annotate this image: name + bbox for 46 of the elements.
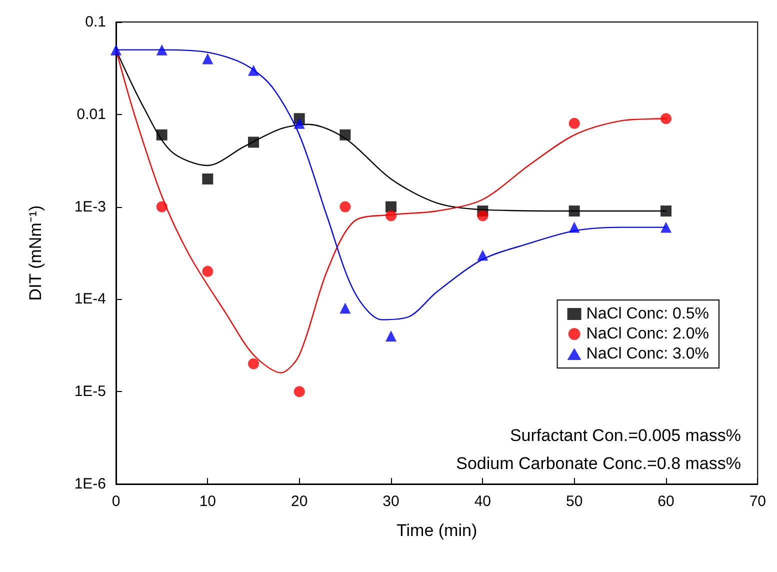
legend-label: NaCl Conc: 3.0% — [586, 346, 709, 362]
x-tick-label: 0 — [112, 493, 120, 510]
point — [156, 201, 168, 212]
point — [294, 118, 305, 129]
point — [202, 53, 214, 64]
annotation: Surfactant Con.=0.005 mass% — [510, 426, 742, 445]
point — [202, 173, 214, 184]
point — [340, 201, 351, 212]
point — [156, 129, 168, 140]
point — [248, 136, 259, 148]
point — [568, 206, 580, 217]
point — [385, 330, 396, 342]
y-tick-label: 1E-6 — [74, 476, 106, 492]
y-tick-label: 1E-3 — [74, 198, 106, 216]
point — [660, 113, 672, 124]
x-tick-label: 60 — [658, 493, 674, 510]
point — [340, 129, 351, 140]
legend-label: NaCl Conc: 2.0% — [586, 326, 709, 342]
x-axis-title: Time (min) — [396, 521, 478, 540]
point — [477, 210, 488, 222]
point — [660, 206, 672, 217]
y-axis-title: DIT (mNm⁻¹) — [26, 205, 45, 301]
point — [340, 302, 351, 314]
point — [386, 210, 396, 222]
x-tick-label: 50 — [566, 493, 583, 510]
point — [660, 222, 672, 233]
point — [156, 44, 168, 56]
y-tick-label: 1E-4 — [74, 290, 106, 308]
point — [248, 358, 259, 370]
y-tick-label: 0.1 — [85, 14, 106, 30]
y-tick-label: 1E-5 — [74, 383, 106, 400]
point — [568, 222, 580, 233]
point — [110, 44, 122, 56]
x-tick-label: 40 — [474, 493, 492, 510]
annotation: Sodium Carbonate Conc.=0.8 mass% — [456, 454, 742, 473]
point — [477, 250, 488, 261]
x-tick-label: 70 — [749, 493, 766, 510]
y-tick-label: 0.01 — [76, 106, 106, 123]
x-tick-label: 10 — [199, 493, 216, 510]
x-tick-label: 20 — [290, 493, 308, 510]
point — [568, 118, 580, 129]
x-tick-label: 30 — [382, 493, 400, 510]
point — [248, 64, 259, 76]
legend-label: NaCl Conc: 0.5% — [586, 306, 709, 322]
point — [294, 386, 305, 398]
point — [202, 266, 214, 277]
